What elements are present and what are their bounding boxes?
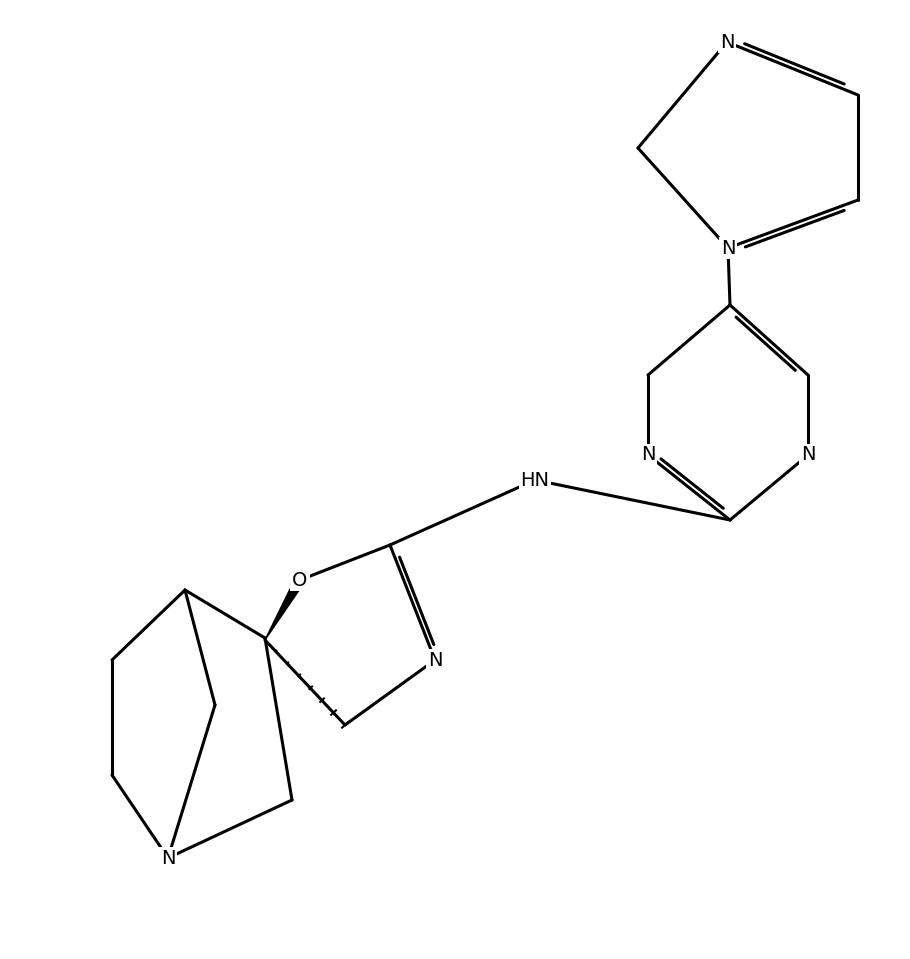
Text: N: N [801,446,815,464]
Text: N: N [720,33,734,52]
Polygon shape [265,577,304,640]
Text: N: N [721,239,735,258]
Text: N: N [641,446,655,464]
Text: O: O [292,571,308,590]
Text: N: N [428,650,442,669]
Text: HN: HN [521,471,550,489]
Text: N: N [161,849,176,868]
